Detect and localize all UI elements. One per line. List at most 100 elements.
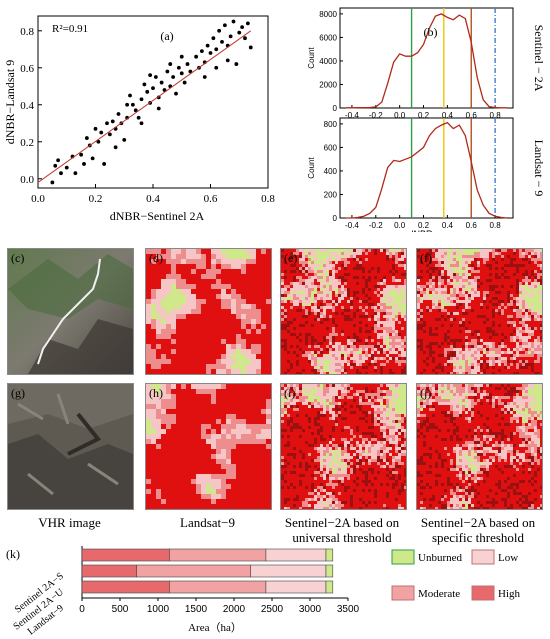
raster-cell: [256, 429, 261, 434]
raster-cell: [256, 454, 261, 459]
raster-cell: [492, 273, 495, 276]
raster-cell: [256, 264, 261, 269]
raster-cell: [305, 363, 308, 366]
raster-cell: [246, 264, 251, 269]
raster-cell: [447, 318, 450, 321]
raster-cell: [317, 282, 320, 285]
raster-cell: [206, 349, 211, 354]
raster-cell: [528, 267, 531, 270]
raster-cell: [483, 291, 486, 294]
raster-cell: [347, 354, 350, 357]
raster-cell: [146, 259, 151, 264]
raster-cell: [261, 339, 266, 344]
raster-cell: [191, 414, 196, 419]
raster-cell: [426, 249, 429, 252]
raster-cell: [329, 405, 332, 408]
raster-cell: [320, 279, 323, 282]
raster-cell: [519, 315, 522, 318]
raster-cell: [438, 300, 441, 303]
raster-cell: [368, 309, 371, 312]
raster-cell: [296, 273, 299, 276]
raster-cell: [246, 499, 251, 504]
raster-cell: [226, 334, 231, 339]
raster-cell: [462, 327, 465, 330]
raster-cell: [317, 330, 320, 333]
raster-cell: [498, 255, 501, 258]
raster-cell: [441, 342, 444, 345]
raster-cell: [459, 345, 462, 348]
raster-cell: [540, 318, 542, 321]
raster-cell: [226, 314, 231, 319]
scatter-point: [214, 47, 219, 52]
raster-cell: [447, 252, 450, 255]
raster-cell: [314, 396, 317, 399]
raster-cell: [305, 312, 308, 315]
raster-cell: [211, 274, 216, 279]
raster-cell: [284, 477, 287, 480]
raster-cell: [296, 432, 299, 435]
raster-cell: [350, 315, 353, 318]
raster-cell: [392, 360, 395, 363]
raster-cell: [438, 354, 441, 357]
raster-cell: [206, 494, 211, 499]
raster-cell: [146, 429, 151, 434]
raster-cell: [320, 417, 323, 420]
raster-cell: [480, 276, 483, 279]
raster-cell: [261, 499, 266, 504]
raster-cell: [226, 454, 231, 459]
raster-cell: [389, 369, 392, 372]
raster-cell: [284, 423, 287, 426]
raster-cell: [531, 306, 534, 309]
raster-cell: [231, 364, 236, 369]
raster-cell: [525, 363, 528, 366]
raster-cell: [540, 357, 542, 360]
raster-cell: [341, 459, 344, 462]
raster-cell: [299, 318, 302, 321]
raster-cell: [495, 249, 498, 252]
raster-cell: [284, 441, 287, 444]
raster-cell: [356, 291, 359, 294]
raster-cell: [176, 299, 181, 304]
raster-cell: [305, 333, 308, 336]
raster-cell: [444, 291, 447, 294]
raster-cell: [465, 327, 468, 330]
raster-cell: [344, 435, 347, 438]
raster-cell: [350, 471, 353, 474]
raster-cell: [528, 312, 531, 315]
raster-cell: [181, 484, 186, 489]
raster-cell: [471, 270, 474, 273]
raster-cell: [146, 254, 151, 259]
raster-cell: [525, 342, 528, 345]
raster-cell: [374, 291, 377, 294]
raster-cell: [516, 285, 519, 288]
raster-cell: [534, 279, 537, 282]
raster-cell: [299, 432, 302, 435]
raster-cell: [338, 306, 341, 309]
raster-cell: [344, 354, 347, 357]
raster-cell: [510, 306, 513, 309]
raster-cell: [498, 288, 501, 291]
raster-cell: [383, 270, 386, 273]
raster-cell: [332, 426, 335, 429]
raster-cell: [362, 270, 365, 273]
raster-cell: [281, 396, 284, 399]
raster-cell: [350, 399, 353, 402]
raster-cell: [498, 336, 501, 339]
raster-cell: [284, 432, 287, 435]
raster-cell: [146, 479, 151, 484]
raster-cell: [226, 409, 231, 414]
raster-cell: [534, 264, 537, 267]
raster-cell: [299, 465, 302, 468]
raster-cell: [287, 324, 290, 327]
raster-cell: [191, 504, 196, 509]
raster-cell: [151, 319, 156, 324]
raster-cell: [236, 304, 241, 309]
raster-cell: [401, 369, 404, 372]
raster-cell: [308, 447, 311, 450]
raster-cell: [196, 304, 201, 309]
raster-cell: [329, 282, 332, 285]
raster-cell: [211, 309, 216, 314]
raster-cell: [236, 494, 241, 499]
raster-cell: [510, 327, 513, 330]
raster-cell: [338, 312, 341, 315]
